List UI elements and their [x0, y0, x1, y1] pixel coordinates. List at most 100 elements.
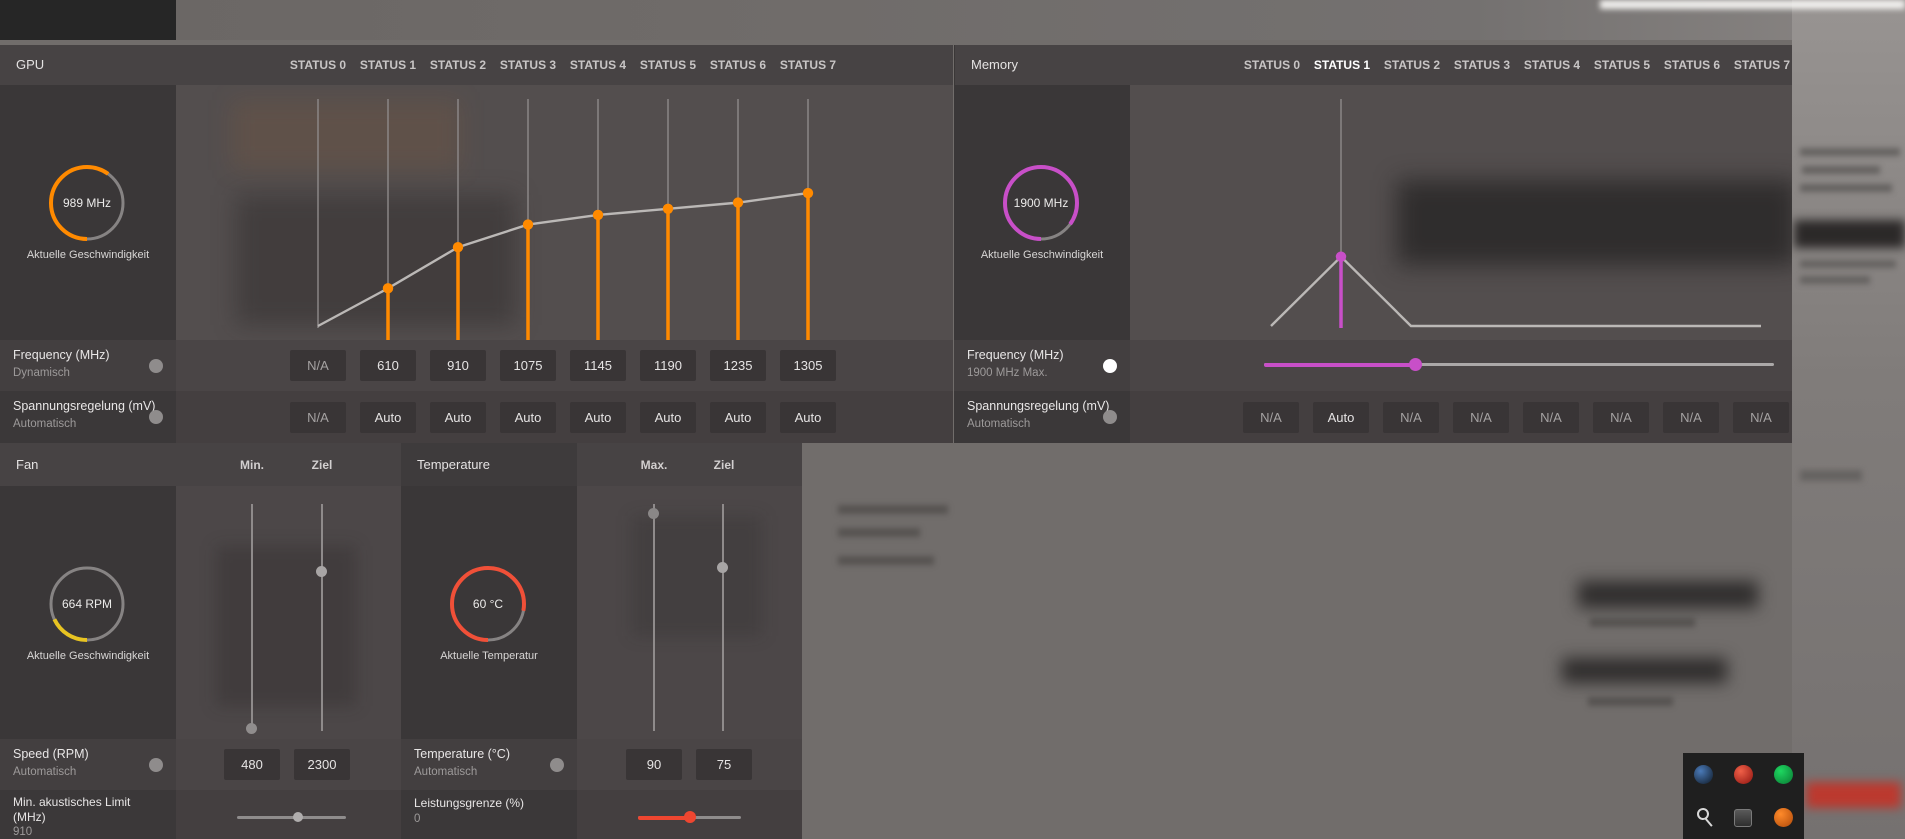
- value-box[interactable]: 75: [696, 749, 752, 780]
- status-tab-status-7[interactable]: STATUS 7: [1733, 58, 1791, 72]
- value-box[interactable]: N/A: [1523, 401, 1579, 433]
- gpu-voltage-toggle[interactable]: [149, 410, 163, 424]
- status-tab-status-3[interactable]: STATUS 3: [499, 58, 557, 72]
- temperature-gauge-block: 60 °C Aktuelle Temperatur: [401, 486, 577, 739]
- gpu-gauge-value: 989 MHz: [62, 196, 112, 210]
- temperature-title: Temperature: [417, 457, 490, 472]
- value-box[interactable]: 2300: [294, 749, 350, 780]
- orange-app-icon[interactable]: [1773, 808, 1793, 827]
- steam-icon[interactable]: [1693, 765, 1713, 784]
- status-tab-status-3[interactable]: STATUS 3: [1453, 58, 1511, 72]
- status-tab-status-4[interactable]: STATUS 4: [1523, 58, 1581, 72]
- memory-voltage-toggle[interactable]: [1103, 410, 1117, 424]
- temperature-toggle[interactable]: [550, 757, 564, 772]
- fan-min-slider-handle[interactable]: [246, 723, 257, 734]
- fan-gauge-value: 664 RPM: [61, 597, 113, 611]
- temperature-target-slider-handle[interactable]: [717, 562, 728, 573]
- fan-target-slider[interactable]: [321, 504, 323, 731]
- gpu-header: GPU STATUS 0 STATUS 1 STATUS 2 STATUS 3 STAT…: [0, 45, 953, 85]
- memory-frequency-slider-handle[interactable]: [1409, 358, 1422, 371]
- value-box[interactable]: N/A: [290, 350, 346, 381]
- background-ghost: [1397, 180, 1792, 265]
- fan-min-slider[interactable]: [251, 504, 253, 731]
- power-limit-slider-handle[interactable]: [684, 811, 696, 823]
- memory-frequency-toggle[interactable]: [1103, 358, 1117, 373]
- status-tab-status-1[interactable]: STATUS 1: [1313, 58, 1371, 72]
- background-text-blur: [838, 505, 948, 514]
- memory-frequency-row-label: Frequency (MHz) 1900 MHz Max.: [954, 340, 1130, 391]
- background-text-blur: [1800, 184, 1892, 192]
- value-box[interactable]: Auto: [780, 401, 836, 433]
- temperature-target-slider[interactable]: [722, 504, 724, 731]
- memory-gauge-value: 1900 MHz: [1013, 196, 1069, 210]
- temperature-row-label: Temperature (°C) Automatisch: [401, 739, 577, 790]
- fan-speed-values-area: 480 2300: [176, 739, 401, 790]
- gpu-status-tabs: STATUS 0 STATUS 1 STATUS 2 STATUS 3 STATUS 4…: [283, 45, 843, 85]
- status-tab-status-5[interactable]: STATUS 5: [1593, 58, 1651, 72]
- memory-voltage-values-area: N/A Auto N/A N/A N/A N/A N/A N/A: [1130, 391, 1792, 443]
- value-box[interactable]: N/A: [290, 401, 346, 433]
- fan-speed-toggle[interactable]: [149, 757, 163, 772]
- status-tab-status-6[interactable]: STATUS 6: [1663, 58, 1721, 72]
- status-tab-status-6[interactable]: STATUS 6: [709, 58, 767, 72]
- value-box[interactable]: N/A: [1593, 401, 1649, 433]
- value-box[interactable]: Auto: [640, 401, 696, 433]
- background-heading-blur: [1794, 220, 1905, 248]
- value-box[interactable]: Auto: [360, 401, 416, 433]
- status-tab-status-0[interactable]: STATUS 0: [289, 58, 347, 72]
- temperature-max-slider-handle[interactable]: [648, 508, 659, 519]
- memory-status-tabs: STATUS 0 STATUS 1 STATUS 2 STATUS 3 STATUS 4…: [1237, 45, 1797, 85]
- background-heading-blur: [1578, 581, 1758, 608]
- fan-acoustic-slider-handle[interactable]: [293, 812, 303, 822]
- value-box[interactable]: 610: [360, 350, 416, 381]
- memory-frequency-chart[interactable]: [1130, 85, 1792, 340]
- fan-speed-values: 480 2300: [217, 739, 357, 790]
- value-box[interactable]: N/A: [1243, 401, 1299, 433]
- value-box[interactable]: Auto: [710, 401, 766, 433]
- value-box[interactable]: 910: [430, 350, 486, 381]
- fan-target-slider-handle[interactable]: [316, 566, 327, 577]
- memory-title: Memory: [971, 57, 1018, 72]
- gpu-gauge-caption: Aktuelle Geschwindigkeit: [26, 249, 150, 261]
- screenshot-icon[interactable]: [1734, 808, 1752, 827]
- value-box[interactable]: N/A: [1663, 401, 1719, 433]
- value-box[interactable]: 1235: [710, 350, 766, 381]
- value-box[interactable]: N/A: [1383, 401, 1439, 433]
- gpu-frequency-values-area: N/A 610 910 1075 1145 1190 1235 1305: [176, 340, 953, 391]
- red-app-icon[interactable]: [1733, 765, 1753, 784]
- value-box[interactable]: 480: [224, 749, 280, 780]
- right-blur-strip: [1792, 0, 1905, 839]
- value-box[interactable]: Auto: [500, 401, 556, 433]
- status-tab-status-1[interactable]: STATUS 1: [359, 58, 417, 72]
- power-limit-slider-area: [577, 790, 802, 839]
- value-box[interactable]: N/A: [1453, 401, 1509, 433]
- value-box[interactable]: Auto: [1313, 401, 1369, 433]
- status-tab-status-2[interactable]: STATUS 2: [429, 58, 487, 72]
- value-box[interactable]: 1145: [570, 350, 626, 381]
- value-box[interactable]: N/A: [1733, 401, 1789, 433]
- gpu-frequency-toggle[interactable]: [149, 358, 163, 373]
- value-box[interactable]: Auto: [570, 401, 626, 433]
- status-tab-status-7[interactable]: STATUS 7: [779, 58, 837, 72]
- gpu-frequency-chart[interactable]: [176, 85, 953, 340]
- fan-speed-row-label: Speed (RPM) Automatisch: [0, 739, 176, 790]
- gpu-voltage-values: N/A Auto Auto Auto Auto Auto Auto Auto: [283, 391, 843, 443]
- column-header-ziel: Ziel: [713, 457, 735, 472]
- memory-frequency-slider-track[interactable]: [1264, 363, 1774, 366]
- value-box[interactable]: 90: [626, 749, 682, 780]
- status-tab-status-2[interactable]: STATUS 2: [1383, 58, 1441, 72]
- value-box[interactable]: 1305: [780, 350, 836, 381]
- temperature-max-slider[interactable]: [653, 504, 655, 731]
- gpu-frequency-row-label: Frequency (MHz) Dynamisch: [0, 340, 176, 391]
- key-icon[interactable]: [1694, 805, 1712, 822]
- fan-acoustic-slider-track[interactable]: [237, 816, 346, 819]
- value-box[interactable]: Auto: [430, 401, 486, 433]
- value-box[interactable]: 1190: [640, 350, 696, 381]
- spotify-icon[interactable]: [1773, 765, 1793, 784]
- status-tab-status-4[interactable]: STATUS 4: [569, 58, 627, 72]
- memory-header: Memory STATUS 0 STATUS 1 STATUS 2 STATUS 3 S…: [954, 45, 1792, 85]
- status-tab-status-0[interactable]: STATUS 0: [1243, 58, 1301, 72]
- fan-acoustic-slider-area: [176, 790, 401, 839]
- value-box[interactable]: 1075: [500, 350, 556, 381]
- status-tab-status-5[interactable]: STATUS 5: [639, 58, 697, 72]
